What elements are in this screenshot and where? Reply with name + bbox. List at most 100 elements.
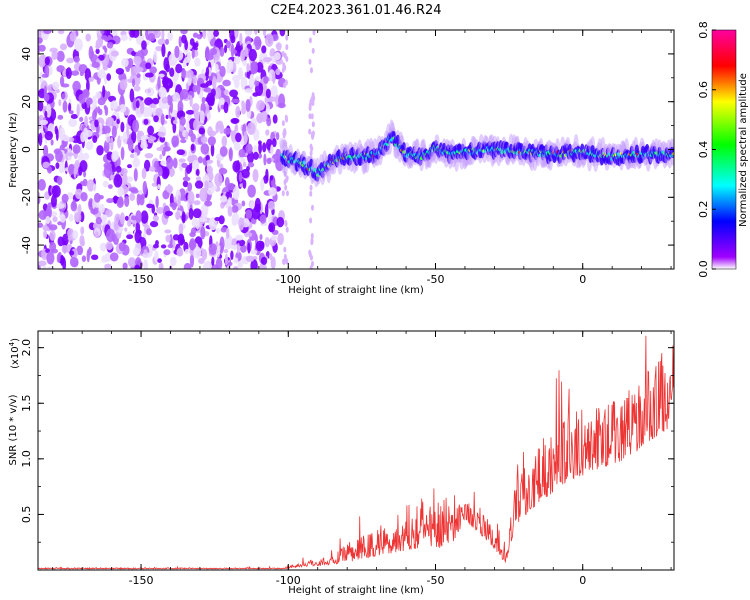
noise-blob [259,241,265,249]
noise-blob [206,165,213,175]
noise-blob [111,151,118,163]
noise-blob [233,257,239,264]
noise-blob [155,207,161,213]
noise-blob [73,166,77,179]
noise-blob [172,91,181,103]
noise-blob [199,187,208,202]
noise-blob [171,135,179,147]
noise-blob [223,248,229,254]
noise-blob [281,67,285,74]
x-tick-label: 0 [579,273,586,286]
noise-blob [66,152,74,157]
noise-blob [60,83,70,88]
noise-blob [68,110,74,115]
noise-blob [191,218,199,228]
noise-blob [265,88,271,99]
x-tick-label: -100 [276,273,301,286]
noise-blob [105,116,115,127]
noise-blob [105,209,113,218]
noise-blob [157,131,166,137]
noise-blob [110,50,119,57]
noise-blob [242,179,247,189]
noise-blob [213,30,220,37]
noise-blob [230,238,239,246]
noise-blob [256,100,265,111]
noise-blob [78,93,86,104]
noise-blob [186,164,192,174]
noise-blob [227,197,232,208]
noise-blob [228,149,233,159]
noise-blob [272,70,276,85]
noise-blob [61,244,68,254]
noise-blob [216,247,220,258]
noise-blob [79,116,84,122]
noise-blob [172,157,178,169]
noise-blob [168,53,178,67]
noise-blob [66,192,74,200]
noise-blob [152,243,159,249]
noise-blob [76,245,84,256]
noise-blob [179,238,186,245]
noise-blob [146,39,150,46]
noise-blob [238,217,245,231]
noise-blob [51,50,58,61]
noise-blob [54,125,58,135]
noise-blob [44,65,50,78]
ridge-haze [387,141,393,155]
noise-blob [161,101,169,110]
noise-blob [190,143,195,152]
noise-blob [221,135,228,147]
noise-blob [156,146,165,152]
noise-blob [115,67,125,75]
noise-blob [180,139,187,144]
noise-blob [264,203,269,218]
noise-blob [166,156,174,170]
noise-blob [207,136,216,146]
noise-blob [245,209,253,220]
noise-blob [122,262,128,269]
noise-blob [90,208,99,215]
noise-blob [161,30,165,41]
noise-blob [147,136,157,142]
noise-blob [227,261,233,266]
noise-blob [310,237,314,244]
noise-blob [92,135,98,143]
noise-blob [282,62,286,69]
noise-blob [199,110,205,124]
noise-blob [201,248,208,261]
noise-blob [47,166,53,174]
noise-blob [131,51,136,57]
noise-blob [214,172,223,187]
noise-blob [146,203,154,209]
noise-blob [52,216,58,223]
noise-blob [308,58,312,65]
noise-blob [309,217,313,224]
noise-blob [231,118,239,123]
noise-blob [86,179,95,192]
noise-blob [240,158,246,163]
noise-blob [38,222,44,228]
noise-blob [250,249,258,255]
noise-blob [312,30,316,36]
noise-blob [141,167,147,180]
noise-blob [38,260,47,267]
noise-blob [43,230,48,239]
noise-blob [67,163,75,175]
noise-blob [283,246,287,253]
noise-blob [241,200,246,207]
noise-blob [100,214,108,221]
noise-blob [162,146,171,152]
noise-blob [48,224,58,231]
noise-blob [192,74,197,85]
noise-blob [283,179,287,186]
noise-blob [246,63,250,73]
noise-blob [106,41,114,49]
noise-blob [184,39,189,51]
noise-blob [207,126,213,137]
y-tick-label: 1.5 [20,395,33,413]
noise-blob [184,56,191,64]
noise-blob [237,260,244,269]
noise-blob [57,30,65,35]
noise-blob [185,131,189,140]
noise-blob [132,119,140,133]
